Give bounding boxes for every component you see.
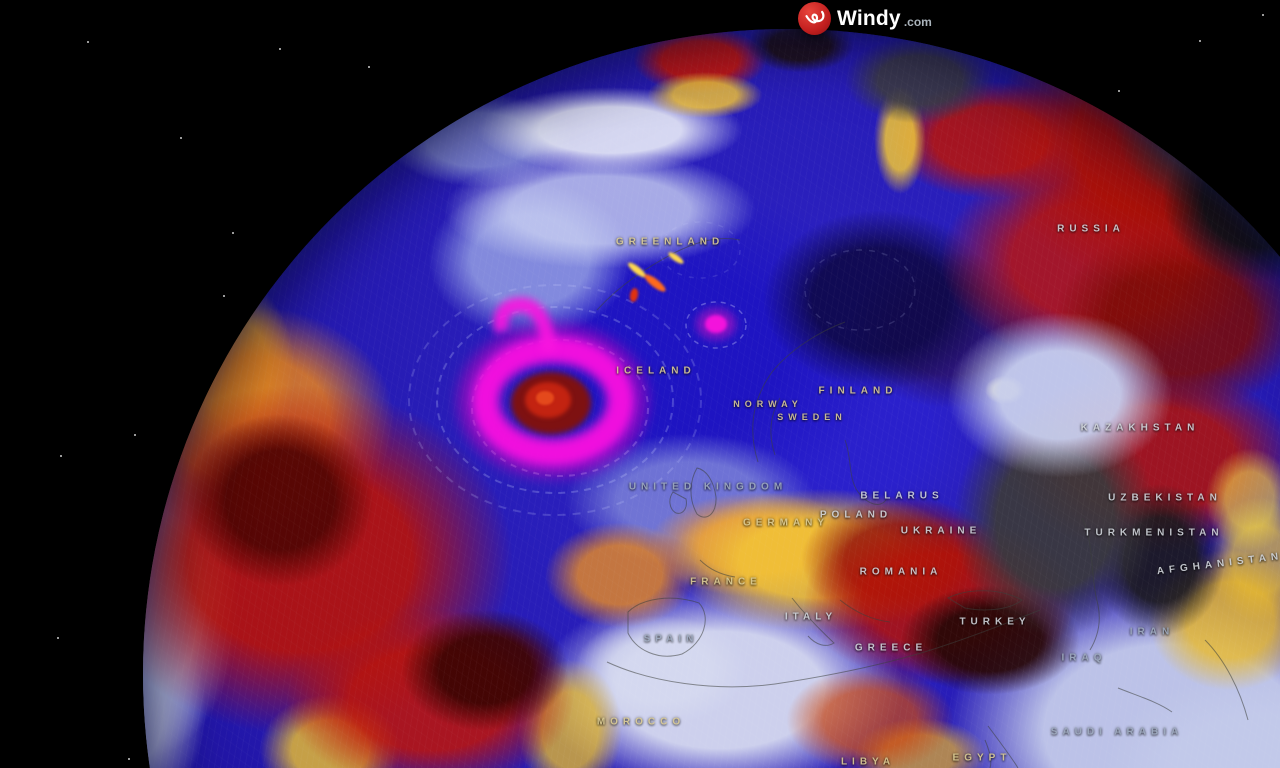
star <box>57 637 59 639</box>
star <box>232 232 234 234</box>
star <box>87 41 89 43</box>
star <box>1262 14 1264 16</box>
wind-swirl-icon <box>804 10 824 23</box>
star <box>60 455 62 457</box>
star <box>223 295 225 297</box>
star <box>1118 90 1120 92</box>
windy-logo-tld: .com <box>903 15 932 29</box>
windy-logo-text: Windy <box>837 7 901 30</box>
star <box>134 434 136 436</box>
windy-logo[interactable]: Windy .com <box>798 2 932 35</box>
windy-logo-badge <box>798 2 831 35</box>
star <box>1199 40 1201 42</box>
star <box>279 48 281 50</box>
star <box>180 137 182 139</box>
star <box>128 758 130 760</box>
star <box>368 66 370 68</box>
